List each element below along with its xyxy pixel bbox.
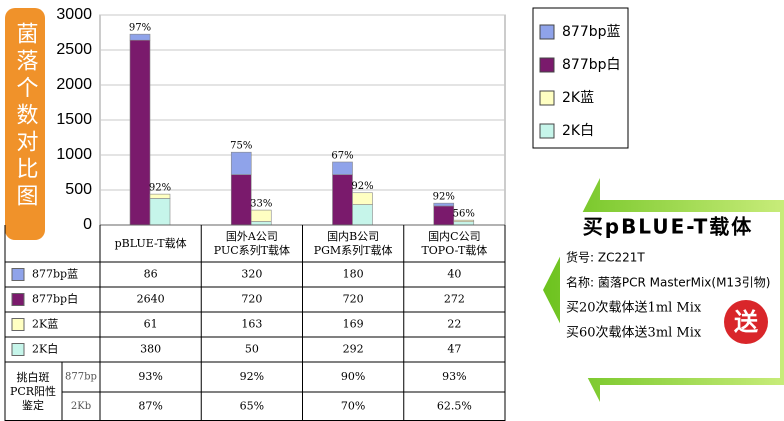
bar-annotation: 92%: [433, 192, 455, 203]
table-cell: 320: [241, 268, 262, 281]
legend-swatch: [11, 268, 25, 281]
y-tick-label: 2000: [56, 76, 92, 93]
y-tick-label: 1500: [56, 111, 92, 128]
promo-line: 买60次载体送3ml Mix: [566, 325, 702, 341]
y-tick-label: 0: [83, 216, 92, 233]
bar-segment: [250, 221, 272, 226]
table-cell: 47: [447, 343, 461, 356]
bar-segment: [230, 151, 252, 175]
table-cell: 163: [241, 318, 262, 331]
legend-swatch: [539, 24, 555, 40]
y-tick-label: 3000: [56, 6, 92, 23]
bar-segment: [453, 219, 475, 223]
table-cell: 169: [343, 318, 364, 331]
table-cell: 720: [343, 293, 364, 306]
bar-segment: [250, 209, 272, 222]
promo-title: 买pBLUE-T载体: [583, 215, 754, 239]
column-header: 国内B公司 PGM系列T载体: [314, 229, 393, 257]
bar-segment: [332, 174, 353, 226]
promo-box: [560, 212, 780, 378]
badge: [724, 300, 768, 344]
bar-annotation: 33%: [250, 199, 272, 210]
legend-swatch: [539, 90, 555, 106]
column-header: pBLUE-T载体: [115, 236, 187, 250]
promo-line: 买20次载体送1ml Mix: [566, 300, 702, 316]
promo-line: 名称: 菌落PCR MasterMix(M13引物): [566, 275, 770, 290]
column-header: 国内C公司 TOPO-T载体: [421, 229, 487, 257]
y-tick-label: 2500: [56, 41, 92, 58]
bar-segment: [129, 39, 151, 226]
legend-swatch: [539, 57, 555, 73]
bar-annotation: 92%: [351, 181, 373, 192]
bar-annotation: 97%: [129, 23, 151, 34]
bar-segment: [352, 204, 373, 226]
bar-segment: [433, 205, 455, 226]
legend-label: 877bp白: [562, 57, 621, 73]
table-cell: 272: [444, 293, 465, 306]
bar-segment: [433, 202, 455, 207]
promo-line: 货号: ZC221T: [566, 250, 645, 265]
legend-label: 877bp蓝: [562, 24, 621, 40]
bar-segment: [230, 174, 252, 226]
table-cell: 380: [140, 343, 161, 356]
row-label: 877bp白: [32, 292, 78, 306]
row-sublabel: 2Kb: [71, 401, 91, 412]
row-label: 2K蓝: [32, 318, 58, 331]
table-cell: 50: [245, 343, 259, 356]
bar-segment: [332, 161, 353, 175]
table-cell: 180: [343, 268, 364, 281]
bar-annotation: 75%: [230, 141, 252, 152]
y-tick-label: 500: [65, 181, 92, 198]
table-cell: 70%: [341, 400, 365, 413]
row-sublabel: 877bp: [65, 372, 97, 383]
table-cell: 2640: [137, 293, 165, 306]
legend-label: 2K蓝: [562, 90, 594, 106]
y-label-box: [5, 8, 45, 240]
table-cell: 93%: [442, 370, 466, 383]
table-cell: 65%: [240, 400, 264, 413]
legend-swatch: [11, 293, 25, 306]
bar-annotation: 56%: [453, 209, 475, 220]
row-label: 2K白: [32, 342, 58, 356]
y-axis-label: 菌落个数对比图: [13, 22, 39, 211]
table-cell: 61: [144, 318, 158, 331]
bar-segment: [149, 198, 171, 226]
y-tick-label: 1000: [56, 146, 92, 163]
table-cell: 90%: [341, 370, 365, 383]
column-header: 国外A公司 PUC系列T载体: [214, 230, 290, 257]
table-cell: 292: [343, 343, 364, 356]
legend-swatch: [11, 343, 25, 356]
table-cell: 40: [447, 268, 461, 281]
table-cell: 87%: [138, 400, 162, 413]
legend-swatch: [539, 123, 555, 139]
legend-label: 2K白: [562, 123, 594, 139]
bar-annotation: 67%: [331, 151, 353, 162]
table-cell: 720: [241, 293, 262, 306]
bar-segment: [149, 193, 171, 199]
table-cell: 92%: [240, 370, 264, 383]
bar-annotation: 92%: [149, 183, 171, 194]
table-cell: 22: [447, 318, 461, 331]
bar-segment: [352, 192, 373, 205]
row-group-label: 挑白斑 PCR阳性鉴定: [10, 370, 56, 412]
badge-text: 送: [734, 308, 759, 336]
legend-swatch: [11, 318, 25, 331]
row-label: 877bp蓝: [32, 268, 78, 281]
table-cell: 86: [144, 268, 158, 281]
table-cell: 93%: [138, 370, 162, 383]
table-cell: 62.5%: [437, 400, 472, 413]
bar-segment: [129, 33, 151, 41]
